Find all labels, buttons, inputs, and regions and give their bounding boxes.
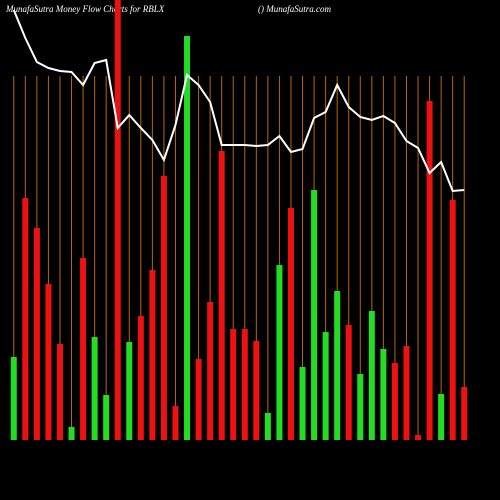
bar	[241, 329, 248, 440]
bar	[10, 357, 17, 440]
chart-subtitle: () MunafaSutra.com	[258, 4, 331, 14]
bar	[56, 344, 63, 440]
bar	[91, 337, 98, 440]
chart-title: MunafaSutra Money Flow Charts for RBLX	[5, 4, 165, 14]
bar	[276, 265, 283, 440]
bar	[345, 325, 352, 440]
bar	[438, 394, 445, 440]
bar	[287, 208, 294, 440]
bar	[137, 316, 144, 440]
bar	[426, 101, 433, 440]
money-flow-line	[12, 9, 465, 193]
bar	[461, 387, 468, 440]
bar	[299, 367, 306, 440]
bar	[149, 270, 156, 440]
bar	[322, 332, 329, 440]
bar	[114, 0, 121, 440]
bar	[415, 435, 422, 440]
bar	[311, 190, 318, 440]
bar	[391, 363, 398, 440]
bar	[230, 329, 237, 440]
bar	[45, 284, 52, 440]
bar	[218, 151, 225, 440]
bar	[80, 258, 87, 440]
bar	[22, 198, 29, 440]
bar	[195, 359, 202, 440]
bar	[449, 200, 456, 440]
bar	[357, 374, 364, 440]
bar	[103, 395, 110, 440]
bar	[184, 36, 191, 440]
bar	[126, 342, 133, 440]
bar	[68, 427, 75, 440]
bar	[403, 346, 410, 440]
bar	[334, 291, 341, 440]
bar	[207, 302, 214, 440]
bar	[368, 311, 375, 440]
bar	[172, 406, 179, 440]
bar	[33, 228, 40, 440]
bar	[253, 341, 260, 440]
bar	[160, 176, 167, 440]
bar	[264, 413, 271, 440]
bar	[380, 349, 387, 440]
